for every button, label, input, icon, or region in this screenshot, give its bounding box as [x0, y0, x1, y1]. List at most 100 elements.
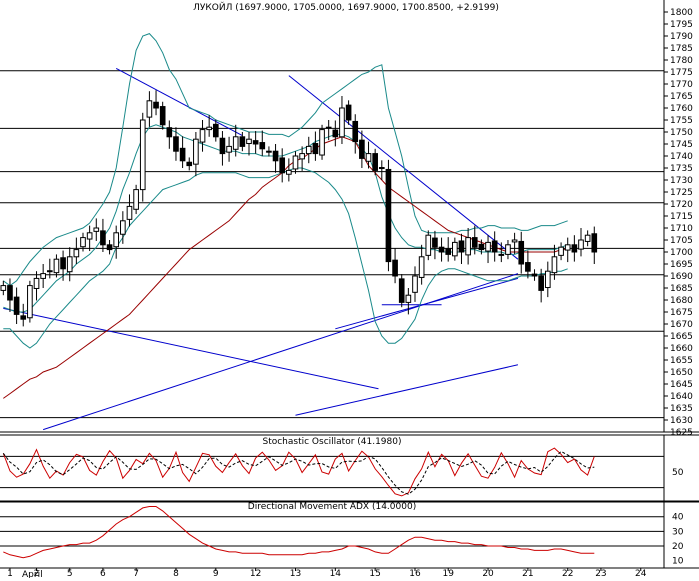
candle-body	[485, 241, 491, 252]
candle-body	[584, 234, 591, 242]
candle-body	[100, 230, 106, 246]
candle-body	[544, 270, 551, 289]
candle-body	[518, 240, 525, 265]
price-y-tick-label: 1630	[670, 416, 693, 426]
stochastic-panel: 50 Stochastic Oscillator (41.1980)	[0, 434, 699, 503]
price-y-tick-label: 1700	[670, 248, 693, 258]
bollinger-lower-line	[3, 167, 568, 349]
x-tick-label: 8	[173, 569, 179, 578]
candle-body	[66, 256, 73, 273]
candle-body	[272, 150, 279, 162]
candle-body	[332, 129, 339, 138]
price-y-tick-label: 1640	[670, 392, 693, 402]
price-y-tick-label: 1635	[670, 404, 693, 414]
candle-body	[305, 145, 312, 155]
candle-body	[0, 285, 7, 291]
candle-body	[412, 275, 418, 293]
stoch-y-tick-label: 50	[672, 468, 684, 478]
candle-body	[120, 220, 126, 235]
adx-panel: 10 20 30 40 Directional Movement ADX (14.000…	[0, 500, 699, 568]
candle-body	[471, 237, 478, 248]
adx-y-tick-label: 20	[672, 542, 684, 552]
x-tick-label: 1	[7, 569, 13, 578]
price-y-tick-label: 1760	[670, 104, 693, 114]
candle-body	[438, 246, 445, 253]
candle-body	[206, 126, 212, 131]
price-y-tick-label: 1705	[670, 236, 693, 246]
price-y-tick-label: 1770	[670, 80, 693, 90]
price-y-tick-label: 1645	[670, 380, 693, 390]
candle-body	[325, 126, 332, 129]
candle-body	[73, 249, 80, 258]
candle-body	[266, 150, 272, 153]
candle-body	[80, 237, 86, 248]
candle-body	[146, 100, 153, 118]
candle-body	[199, 129, 206, 143]
x-tick-label: 20	[482, 569, 494, 578]
price-y-tick-label: 1780	[670, 56, 693, 66]
candle-body	[226, 145, 232, 153]
candle-body	[106, 244, 113, 251]
chart-title: ЛУКОЙЛ (1697.9000, 1705.0000, 1697.9000,…	[193, 1, 499, 13]
x-tick-label: 9	[213, 569, 219, 578]
adx-title: Directional Movement ADX (14.0000)	[248, 502, 416, 512]
trendline	[3, 307, 379, 390]
candle-body	[259, 142, 266, 150]
trendline	[295, 364, 519, 416]
price-y-tick-label: 1670	[670, 320, 693, 330]
x-tick-label: 7	[133, 569, 139, 578]
candle-body	[365, 153, 372, 162]
price-y-tick-label: 1795	[670, 20, 693, 30]
candle-body	[319, 129, 325, 156]
candle-body	[219, 137, 226, 155]
adx-line	[3, 506, 595, 559]
price-y-tick-label: 1725	[670, 188, 693, 198]
x-tick-label: 23	[595, 569, 606, 578]
candle-body	[385, 168, 392, 263]
x-tick-label: 12	[250, 569, 261, 578]
candle-body	[46, 270, 53, 273]
candle-body	[286, 169, 292, 175]
adx-y-tick-label: 40	[672, 513, 684, 523]
stoch-title: Stochastic Oscillator (41.1980)	[262, 437, 401, 447]
price-y-tick-label: 1745	[670, 140, 693, 150]
candle-body	[538, 275, 544, 291]
candle-body	[339, 107, 345, 138]
trendline	[335, 277, 519, 330]
candle-body	[478, 243, 485, 251]
price-y-tick-label: 1750	[670, 128, 693, 138]
candle-body	[20, 315, 27, 320]
candle-body	[60, 257, 66, 270]
candle-body	[53, 258, 60, 274]
candle-body	[126, 205, 133, 220]
candle-body	[179, 147, 186, 162]
candle-body	[232, 136, 239, 150]
candle-body	[531, 273, 538, 277]
x-tick-label: 19	[442, 569, 454, 578]
x-tick-label: 13	[290, 569, 301, 578]
price-y-tick-label: 1785	[670, 44, 693, 54]
x-tick-label: 6	[100, 569, 106, 578]
bollinger-middle-line	[3, 124, 568, 313]
x-tick-label: 21	[522, 569, 533, 578]
candle-body	[40, 273, 46, 279]
candle-body	[578, 239, 584, 250]
candle-body	[465, 237, 471, 256]
price-y-tick-label: 1715	[670, 212, 693, 222]
candle-body	[498, 253, 505, 256]
trendline	[115, 67, 243, 137]
price-y-tick-label: 1730	[670, 176, 693, 186]
x-tick-label: 15	[369, 569, 380, 578]
trendline	[288, 75, 519, 260]
price-y-tick-label: 1735	[670, 164, 693, 174]
candle-body	[239, 136, 246, 147]
candle-body	[525, 262, 531, 272]
candle-body	[292, 155, 299, 170]
candle-body	[139, 119, 146, 191]
candle-body	[193, 138, 199, 165]
candle-body	[425, 234, 432, 256]
price-y-tick-label: 1755	[670, 116, 693, 126]
candle-body	[166, 127, 173, 138]
